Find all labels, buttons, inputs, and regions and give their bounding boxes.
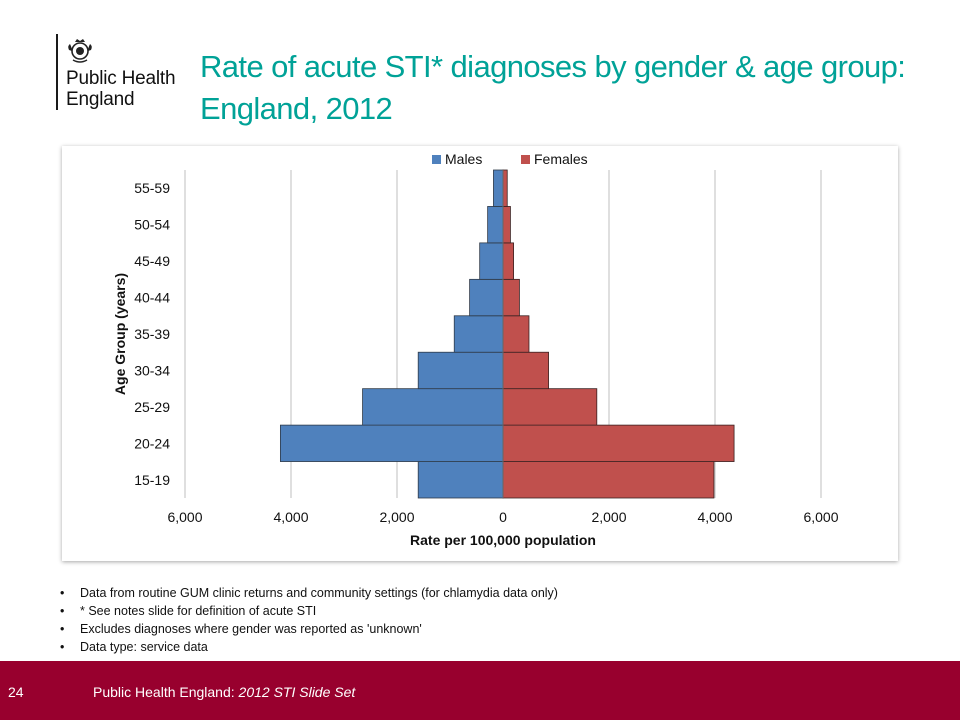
bar-male-45-49 — [479, 242, 504, 280]
note-item: Data from routine GUM clinic returns and… — [58, 584, 558, 602]
footer-bar: 24 Public Health England: 2012 STI Slide… — [0, 661, 960, 720]
page-number: 24 — [8, 684, 24, 700]
note-item: * See notes slide for definition of acut… — [58, 602, 558, 620]
bar-female-25-29 — [502, 388, 598, 426]
x-tick-label: 6,000 — [803, 509, 838, 525]
y-tick-label: 55-59 — [134, 180, 170, 196]
axis-layer: 6,000 4,000 2,000 0 2,000 4,000 6,000 15-19 20-2… — [112, 170, 839, 548]
footer-org: Public Health England: — [93, 684, 239, 700]
y-tick-label: 25-29 — [134, 399, 170, 415]
x-tick-label: 4,000 — [697, 509, 732, 525]
legend-swatch-males — [432, 155, 441, 164]
legend: Males Females — [432, 151, 588, 167]
legend-swatch-females — [521, 155, 530, 164]
y-axis-title: Age Group (years) — [112, 273, 128, 395]
note-item: Excludes diagnoses where gender was repo… — [58, 620, 558, 638]
bar-layer — [279, 169, 735, 499]
bar-male-50-54 — [487, 206, 504, 244]
footer-text: Public Health England: 2012 STI Slide Se… — [93, 684, 355, 700]
y-tick-label: 30-34 — [134, 362, 170, 378]
x-tick-label: 6,000 — [167, 509, 202, 525]
bar-male-55-59 — [493, 169, 504, 207]
legend-label-females: Females — [534, 151, 588, 167]
bar-female-45-49 — [502, 242, 515, 280]
x-tick-label: 4,000 — [273, 509, 308, 525]
bar-female-20-24 — [502, 424, 735, 462]
logo-divider — [56, 34, 58, 110]
bar-male-15-19 — [417, 461, 504, 499]
logo-line-1: Public Health — [66, 68, 176, 89]
x-tick-label: 2,000 — [379, 509, 414, 525]
phe-logo: Public Health England — [56, 34, 196, 124]
y-tick-label: 20-24 — [134, 435, 170, 451]
y-tick-label: 50-54 — [134, 217, 170, 233]
bar-male-20-24 — [279, 424, 504, 462]
bar-male-25-29 — [362, 388, 504, 426]
bar-male-40-44 — [469, 278, 504, 317]
x-tick-label: 0 — [499, 509, 507, 525]
chart-container: 6,000 4,000 2,000 0 2,000 4,000 6,000 15-19 20-2… — [62, 146, 898, 561]
slide-title: Rate of acute STI* diagnoses by gender &… — [200, 49, 906, 126]
notes-list: Data from routine GUM clinic returns and… — [58, 584, 558, 656]
y-tick-label: 15-19 — [134, 472, 170, 488]
y-tick-label: 35-39 — [134, 326, 170, 342]
bar-female-55-59 — [502, 169, 508, 207]
footer-slide-set: 2012 STI Slide Set — [238, 684, 356, 700]
bar-female-30-34 — [502, 351, 549, 390]
pyramid-chart: 6,000 4,000 2,000 0 2,000 4,000 6,000 15-19 20-2… — [112, 151, 839, 548]
bar-male-30-34 — [417, 351, 504, 390]
x-tick-label: 2,000 — [591, 509, 626, 525]
bar-female-50-54 — [502, 206, 511, 244]
y-tick-label: 40-44 — [134, 290, 170, 306]
bar-female-15-19 — [502, 461, 715, 499]
logo-text: Public Health England — [66, 68, 176, 110]
bar-male-35-39 — [453, 315, 504, 353]
royal-crest-icon — [68, 39, 92, 63]
logo-line-2: England — [66, 89, 135, 110]
legend-label-males: Males — [445, 151, 482, 167]
y-tick-label: 45-49 — [134, 253, 170, 269]
x-axis-title: Rate per 100,000 population — [410, 532, 596, 548]
note-item: Data type: service data — [58, 638, 558, 656]
bar-female-40-44 — [502, 278, 520, 317]
bar-female-35-39 — [502, 315, 530, 353]
